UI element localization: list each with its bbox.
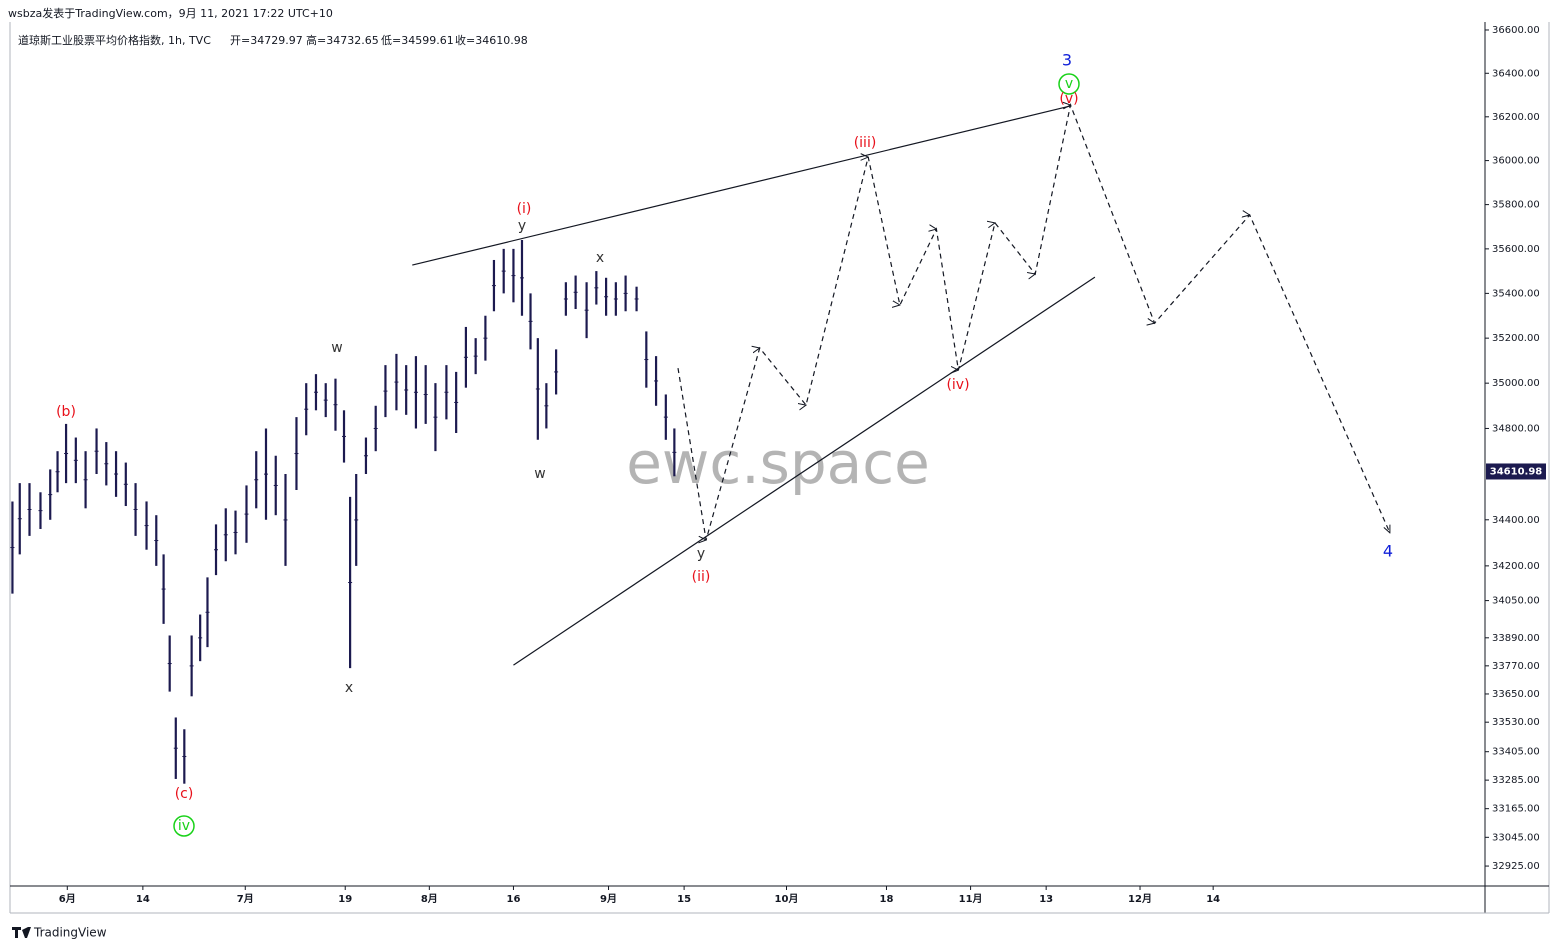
- y-tick-label: 33285.00: [1492, 775, 1540, 786]
- brand-logo: TradingView: [12, 926, 107, 940]
- y-tick-label: 33165.00: [1492, 804, 1540, 815]
- x-tick-label: 11月: [959, 893, 983, 905]
- y-tick-label: 34400.00: [1492, 515, 1540, 526]
- ohlc-legend: 开=34729.97 高=34732.65 低=34599.61 收=34610.98: [230, 33, 528, 47]
- x-tick-label: 8月: [421, 893, 438, 905]
- wave-label: (b): [56, 404, 76, 420]
- y-tick-label: 36200.00: [1492, 112, 1540, 123]
- y-tick-label: 34800.00: [1492, 423, 1540, 434]
- wave-label: w: [534, 466, 545, 482]
- y-tick-label: 35800.00: [1492, 200, 1540, 211]
- ohlc-value: 低=34599.61: [381, 34, 454, 47]
- y-tick-label: 34050.00: [1492, 596, 1540, 607]
- symbol: 道琼斯工业股票平均价格指数, 1h, TVC: [18, 33, 211, 47]
- y-tick-label: 36000.00: [1492, 156, 1540, 167]
- wave-label: v: [1065, 76, 1073, 92]
- wave-circle: [1058, 73, 1080, 95]
- last-price-label: 34610.98: [1490, 466, 1543, 477]
- x-tick-label: 18: [880, 894, 894, 905]
- y-tick-label: 35200.00: [1492, 333, 1540, 344]
- y-tick-label: 33770.00: [1492, 661, 1540, 672]
- wave-label: 4: [1383, 542, 1393, 561]
- y-tick-label: 33530.00: [1492, 717, 1540, 728]
- x-tick-label: 10月: [775, 893, 799, 905]
- brand: TradingView: [33, 926, 107, 940]
- y-tick-label: 33045.00: [1492, 832, 1540, 843]
- wave-label: (ii): [692, 569, 711, 585]
- wave-label: y: [518, 218, 526, 234]
- x-tick-label: 16: [506, 894, 520, 905]
- ohlc-value: 收=34610.98: [455, 33, 528, 47]
- ohlc-value: 开=34729.97: [230, 34, 303, 47]
- wave-label: (c): [175, 786, 194, 802]
- y-tick-label: 35400.00: [1492, 288, 1540, 299]
- wave-label: 3: [1062, 51, 1072, 70]
- x-tick-label: 14: [136, 894, 150, 905]
- watermark: ewc.space: [626, 429, 930, 497]
- y-tick-label: 35000.00: [1492, 378, 1540, 389]
- y-tick-label: 36600.00: [1492, 25, 1540, 36]
- x-tick-label: 13: [1039, 894, 1053, 905]
- header: wsbza发表于TradingView.com，9月 11, 2021 17:2…: [8, 6, 333, 20]
- ohlc-value: 高=34732.65: [306, 33, 379, 47]
- y-tick-label: 33405.00: [1492, 747, 1540, 758]
- x-tick-label: 6月: [59, 893, 76, 905]
- y-tick-label: 33890.00: [1492, 633, 1540, 644]
- x-tick-label: 14: [1206, 894, 1220, 905]
- wave-label: x: [596, 250, 604, 266]
- wave-label: iv: [178, 818, 190, 834]
- projection-path: [677, 105, 1391, 540]
- y-tick-label: 32925.00: [1492, 861, 1540, 872]
- wave-label: (iv): [946, 377, 969, 393]
- wave-label: (iii): [854, 135, 877, 151]
- wave-label: x: [345, 680, 353, 696]
- x-tick-label: 12月: [1128, 893, 1152, 905]
- y-tick-label: 33650.00: [1492, 689, 1540, 700]
- y-tick-label: 36400.00: [1492, 68, 1540, 79]
- wave-label: w: [331, 340, 342, 356]
- logo-mark: [12, 927, 31, 938]
- last-price-box: [1486, 463, 1546, 480]
- y-tick-label: 34200.00: [1492, 561, 1540, 572]
- x-tick-label: 9月: [600, 893, 617, 905]
- x-tick-label: 15: [677, 894, 691, 905]
- wave-label: (i): [517, 201, 532, 217]
- wave-circle: [173, 815, 195, 837]
- wave-label: y: [697, 546, 705, 562]
- wave-label: (v): [1059, 91, 1078, 107]
- x-tick-label: 19: [338, 894, 352, 905]
- x-tick-label: 7月: [237, 893, 254, 905]
- y-tick-label: 35600.00: [1492, 244, 1540, 255]
